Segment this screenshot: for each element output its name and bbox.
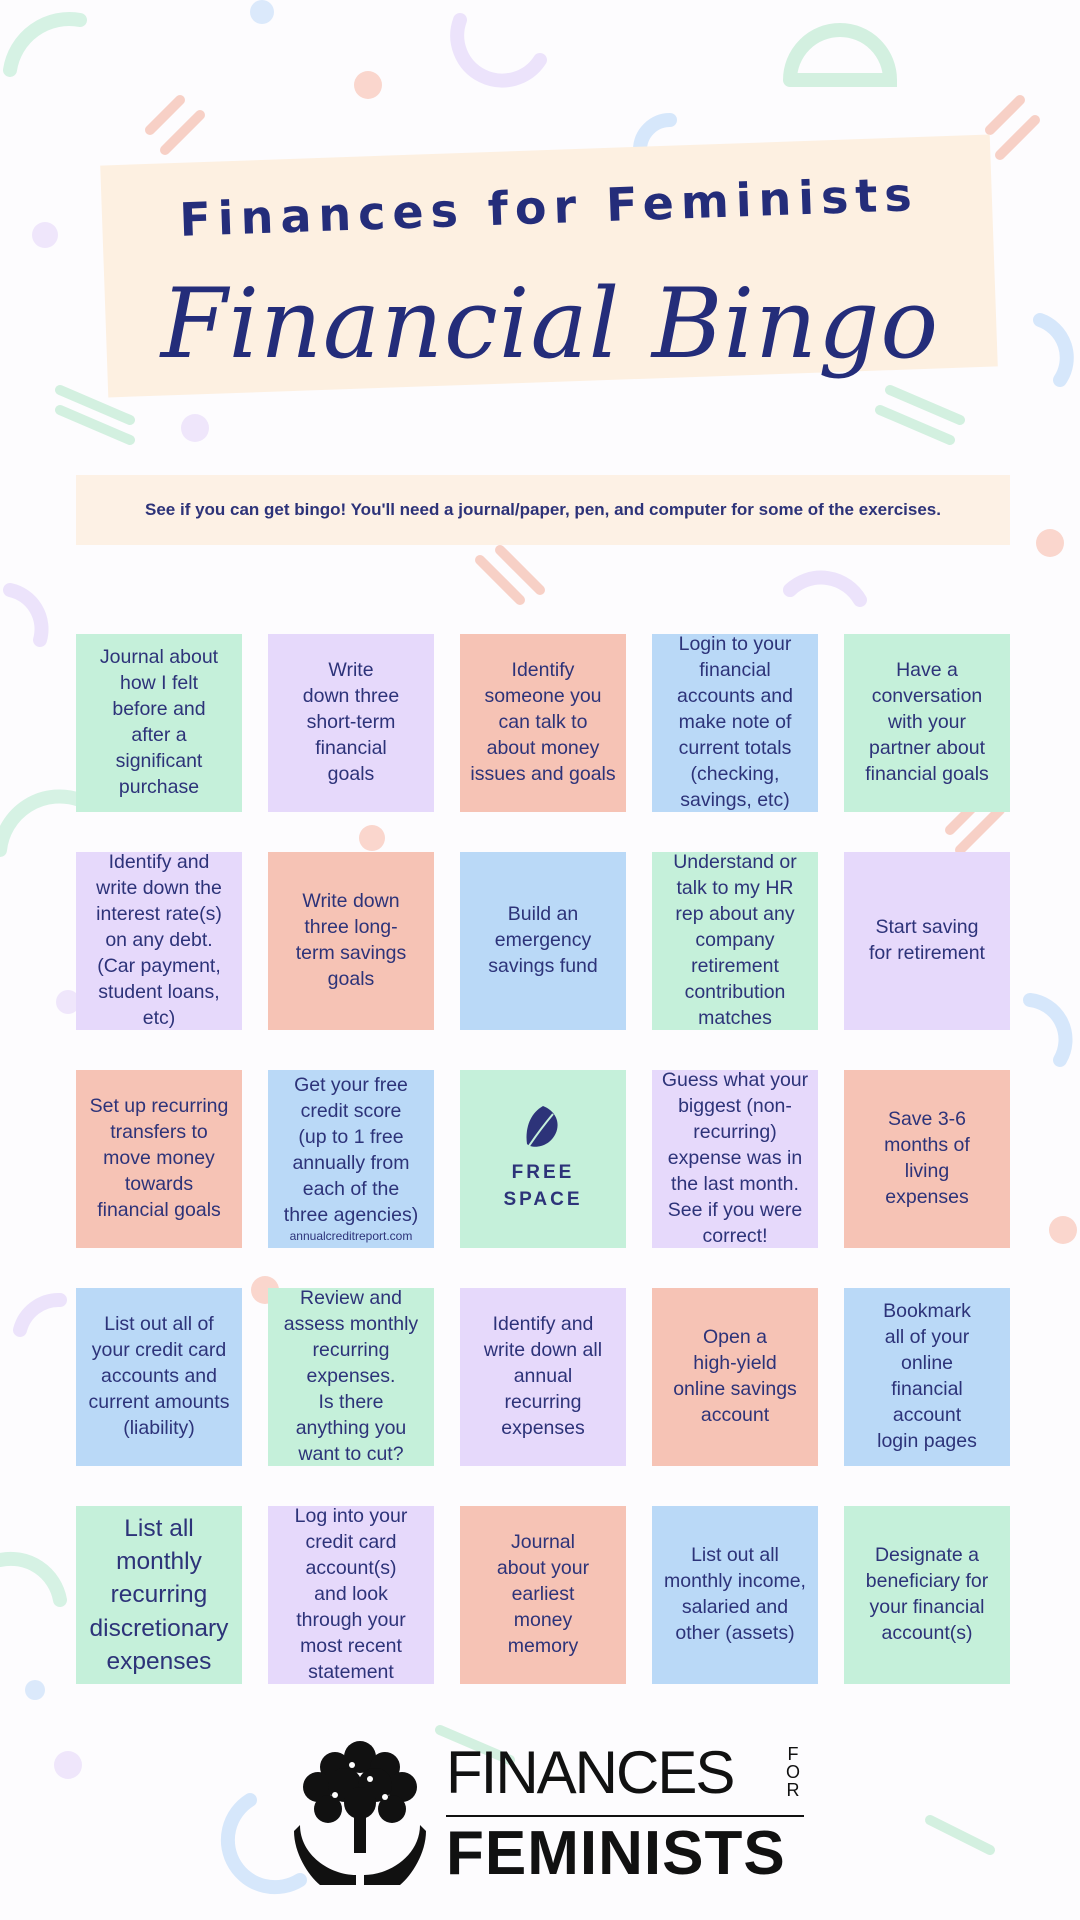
bingo-cell[interactable]: Login to your financial accounts and mak… [652, 634, 818, 812]
bingo-cell[interactable]: Start saving for retirement [844, 852, 1010, 1030]
bingo-cell[interactable]: List out all monthly income, salaried an… [652, 1506, 818, 1684]
bingo-cell[interactable]: Identify someone you can talk to about m… [460, 634, 626, 812]
page-subtitle: Financial Bingo [160, 268, 940, 380]
bingo-cell-text: Log into your credit card account(s) and… [294, 1506, 408, 1683]
bingo-cell[interactable]: Get your free credit score (up to 1 free… [268, 1070, 434, 1248]
bingo-cell[interactable]: Write down three short-term financial go… [268, 634, 434, 812]
bingo-cell-text: Save 3-6 months of living expenses [884, 1108, 970, 1208]
bingo-cell[interactable]: Review and assess monthly recurring expe… [268, 1288, 434, 1466]
instructions-banner: See if you can get bingo! You'll need a … [76, 475, 1010, 545]
leaf-icon [523, 1104, 563, 1150]
bingo-cell-text: Journal about your earliest money memory [496, 1531, 590, 1657]
bingo-cell-text: Login to your financial accounts and mak… [676, 634, 793, 811]
brand-logo: FINANCES FOR FEMINISTS [290, 1735, 810, 1885]
bingo-cell-text: Designate a beneficiary for your financi… [865, 1544, 989, 1644]
bingo-cell[interactable]: Log into your credit card account(s) and… [268, 1506, 434, 1684]
bingo-cell[interactable]: Have a conversation with your partner ab… [844, 634, 1010, 812]
bingo-cell-text: Have a conversation with your partner ab… [865, 659, 989, 785]
bingo-cell-text: Set up recurring transfers to move money… [89, 1095, 229, 1221]
bingo-cell-text: Write down three short-term financial go… [302, 659, 400, 785]
bingo-cell[interactable]: Guess what your biggest (non- recurring)… [652, 1070, 818, 1248]
bingo-cell-text: Review and assess monthly recurring expe… [283, 1288, 419, 1465]
bingo-cell[interactable]: Build an emergency savings fund [460, 852, 626, 1030]
bingo-cell-text: Identify and write down the interest rat… [96, 852, 222, 1029]
tree-hands-icon [294, 1741, 426, 1885]
bingo-cell[interactable]: Bookmark all of your online financial ac… [844, 1288, 1010, 1466]
bingo-cell-link[interactable]: annualcreditreport.com [289, 1228, 413, 1243]
bingo-cell-text: Open a high-yield online savings account [673, 1326, 797, 1426]
bingo-cell[interactable]: List all monthly recurring discretionary… [76, 1506, 242, 1684]
bingo-cell[interactable]: Set up recurring transfers to move money… [76, 1070, 242, 1248]
bingo-cell[interactable]: Identify and write down all annual recur… [460, 1288, 626, 1466]
bingo-cell-text: Bookmark all of your online financial ac… [877, 1300, 977, 1452]
bingo-cell[interactable]: Identify and write down the interest rat… [76, 852, 242, 1030]
bingo-cell[interactable]: Journal about how I felt before and afte… [76, 634, 242, 812]
bingo-cell-text: Journal about how I felt before and afte… [99, 646, 219, 798]
logo-text-finances: FINANCES [446, 1739, 735, 1806]
logo-text-for: FOR [785, 1744, 800, 1800]
logo-divider [446, 1815, 804, 1817]
bingo-cell-text: Identify someone you can talk to about m… [470, 659, 616, 785]
bingo-cell[interactable]: Designate a beneficiary for your financi… [844, 1506, 1010, 1684]
bingo-cell[interactable]: Understand or talk to my HR rep about an… [652, 852, 818, 1030]
bingo-cell-text: Start saving for retirement [869, 916, 985, 964]
free-space-label: FREE SPACE [503, 1162, 583, 1210]
bingo-cell-text: List out all of your credit card account… [88, 1313, 230, 1439]
bingo-cell-text: Get your free credit score (up to 1 free… [283, 1074, 419, 1227]
bingo-cell-text: List out all monthly income, salaried an… [664, 1544, 806, 1644]
bingo-cell-text: List all monthly recurring discretionary… [89, 1515, 229, 1675]
bingo-cell[interactable]: Journal about your earliest money memory [460, 1506, 626, 1684]
bingo-cell-text: Build an emergency savings fund [488, 903, 598, 977]
bingo-free-space[interactable]: FREE SPACE [460, 1070, 626, 1248]
bingo-grid: Journal about how I felt before and afte… [76, 634, 1010, 1698]
instructions-text: See if you can get bingo! You'll need a … [145, 500, 941, 519]
bingo-cell[interactable]: Save 3-6 months of living expenses [844, 1070, 1010, 1248]
bingo-cell[interactable]: Open a high-yield online savings account [652, 1288, 818, 1466]
bingo-cell-text: Identify and write down all annual recur… [483, 1313, 603, 1439]
bingo-cell-text: Understand or talk to my HR rep about an… [673, 852, 797, 1029]
bingo-cell[interactable]: List out all of your credit card account… [76, 1288, 242, 1466]
bingo-cell-text: Guess what your biggest (non- recurring)… [661, 1070, 809, 1247]
logo-text-feminists: FEMINISTS [446, 1819, 786, 1888]
bingo-cell[interactable]: Write down three long- term savings goal… [268, 852, 434, 1030]
bingo-cell-text: Write down three long- term savings goal… [295, 890, 407, 990]
